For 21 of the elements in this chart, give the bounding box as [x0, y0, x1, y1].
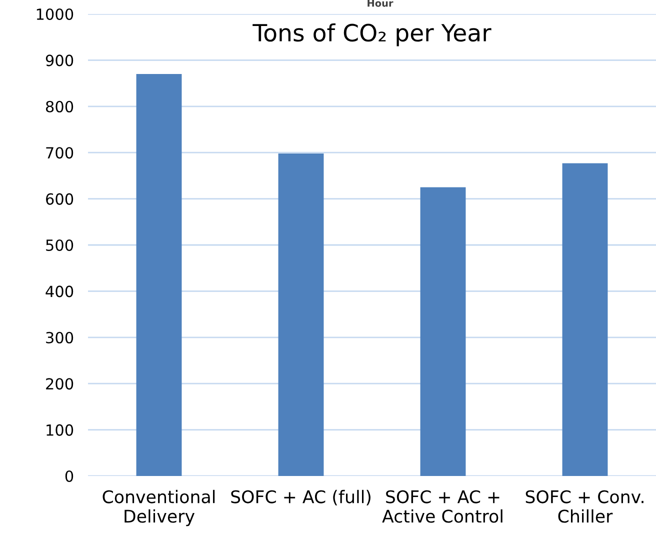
y-tick-label: 1000	[36, 8, 74, 20]
y-tick-label: 500	[46, 239, 74, 252]
y-tick-label: 600	[46, 193, 74, 205]
y-tick-label: 0	[65, 470, 74, 482]
chart-title: Tons of CO₂ per Year	[252, 23, 492, 46]
y-tick-label: 100	[46, 424, 74, 436]
y-tick-label: 200	[46, 378, 74, 390]
y-tick-label: 700	[46, 147, 74, 159]
bar	[420, 187, 466, 476]
y-tick-label: 300	[46, 332, 74, 344]
x-tick-label: SOFC + Conv. Chiller	[526, 490, 644, 523]
y-tick-label: 900	[46, 54, 74, 66]
bar	[136, 74, 182, 476]
y-tick-label: 400	[46, 286, 74, 298]
bar	[278, 154, 324, 476]
x-tick-label: SOFC + AC + Active Control	[382, 490, 502, 523]
x-tick-label: SOFC + AC (full)	[231, 490, 370, 506]
bar	[562, 163, 608, 476]
x-tick-label: Conventional Delivery	[102, 490, 215, 526]
y-tick-label: 800	[46, 100, 74, 112]
text: Hour	[368, 0, 394, 7]
